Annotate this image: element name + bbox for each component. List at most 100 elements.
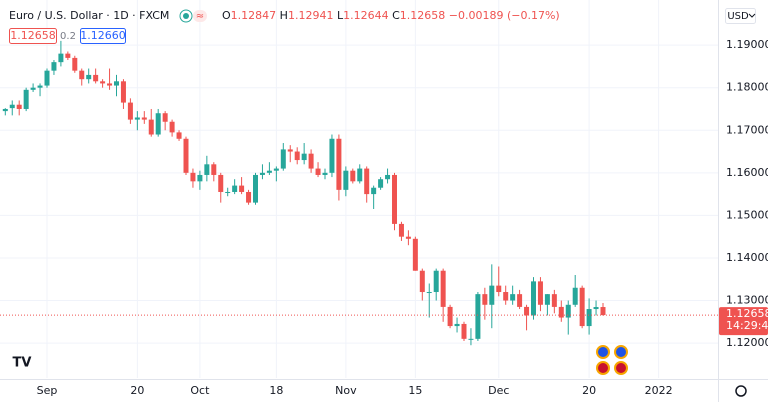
y-tick-label: 1.15000: [726, 208, 768, 221]
last-price-box: [719, 307, 768, 336]
candle-body: [475, 294, 481, 339]
x-tick-label: Sep: [37, 384, 58, 397]
candle-body: [405, 236, 411, 239]
x-tick-label: 2022: [645, 384, 673, 397]
candle-body: [148, 119, 154, 135]
candle-body: [273, 168, 279, 171]
candle-body: [517, 294, 523, 307]
event-icon[interactable]: [596, 361, 610, 375]
x-tick-label: 18: [269, 384, 283, 397]
candle-body: [350, 170, 356, 182]
candle-body: [440, 270, 446, 307]
y-tick-label: 1.16000: [726, 166, 768, 179]
candle-body: [586, 309, 592, 327]
candle-body: [120, 81, 126, 103]
candle-body: [419, 270, 425, 293]
event-icons[interactable]: [596, 345, 628, 375]
candle-body: [100, 81, 106, 84]
candle-body: [134, 117, 140, 120]
candle-body: [343, 170, 349, 190]
x-tick-label: Dec: [488, 384, 509, 397]
candle-body: [107, 83, 113, 86]
candle-body: [183, 138, 189, 173]
y-tick-label: 1.12000: [726, 336, 768, 349]
candle-body: [30, 87, 36, 90]
candle-body: [544, 294, 550, 305]
candle-body: [232, 185, 238, 192]
market-icon[interactable]: [193, 10, 207, 22]
candle-body: [155, 113, 161, 135]
candle-body: [204, 164, 210, 175]
x-tick-label: 20: [582, 384, 596, 397]
currency-caret: [748, 13, 756, 18]
candle-body: [79, 70, 85, 80]
candle-body: [72, 57, 78, 71]
close-value: 1.12658: [400, 9, 446, 22]
high-label: H: [280, 9, 288, 22]
candle-body: [579, 287, 585, 327]
candle-body: [572, 287, 578, 305]
candle-body: [280, 149, 286, 169]
candle-body: [225, 191, 231, 193]
status-dot: [183, 13, 189, 19]
candle-body: [357, 168, 363, 182]
candle-body: [510, 294, 516, 301]
candle-body: [9, 104, 15, 109]
candle-body: [322, 172, 328, 175]
last-price-label: 1.12658: [726, 307, 768, 320]
candle-body: [287, 149, 293, 152]
y-tick-label: 1.17000: [726, 123, 768, 136]
candle-body: [593, 307, 599, 310]
candle-body: [294, 151, 300, 161]
candle-body: [371, 187, 377, 195]
event-icon[interactable]: [596, 345, 610, 359]
x-tick-label: 15: [408, 384, 422, 397]
buy-button[interactable]: [80, 28, 126, 44]
candle-body: [114, 81, 119, 86]
candle-body: [565, 304, 571, 318]
buy-price: 1.12660: [80, 29, 126, 42]
currency-button[interactable]: [725, 8, 756, 24]
candle-body: [558, 306, 564, 318]
candle-body: [58, 53, 64, 63]
symbol-title: Euro / U.S. Dollar · 1D · FXCM: [9, 9, 169, 22]
candle-body: [461, 323, 467, 339]
candle-body: [246, 191, 252, 203]
candle-body: [329, 138, 335, 173]
x-tick-label: Nov: [335, 384, 357, 397]
change-value: −0.00189 (−0.17%): [449, 9, 560, 22]
candle-body: [482, 294, 488, 305]
y-tick-label: 1.14000: [726, 251, 768, 264]
candle-body: [412, 238, 418, 271]
candles: [2, 40, 606, 346]
candle-body: [378, 179, 384, 188]
candle-body: [489, 285, 495, 305]
low-label: L: [337, 9, 344, 22]
candle-body: [51, 62, 57, 71]
candle-body: [169, 121, 175, 133]
candle-body: [468, 338, 474, 340]
candle-body: [253, 174, 258, 203]
open-label: O: [222, 9, 231, 22]
candle-body: [259, 172, 265, 175]
countdown-label: 14:29:42: [726, 319, 768, 332]
event-icon[interactable]: [614, 345, 628, 359]
candle-body: [308, 153, 314, 169]
candle-body: [503, 292, 509, 301]
candle-body: [176, 132, 182, 139]
low-value: 1.12644: [343, 9, 389, 22]
market-icon-glyph: ≈: [196, 11, 204, 22]
settings-icon[interactable]: [735, 385, 747, 397]
candle-body: [162, 113, 168, 122]
currency-label: USD: [727, 11, 749, 22]
close-label: C: [392, 9, 400, 22]
candle-body: [364, 168, 370, 195]
candle-body: [197, 174, 203, 182]
event-icon[interactable]: [614, 361, 628, 375]
sell-button[interactable]: [9, 28, 57, 44]
candle-body: [496, 285, 502, 293]
candle-body: [524, 306, 530, 316]
spread: 0.2: [60, 31, 76, 42]
